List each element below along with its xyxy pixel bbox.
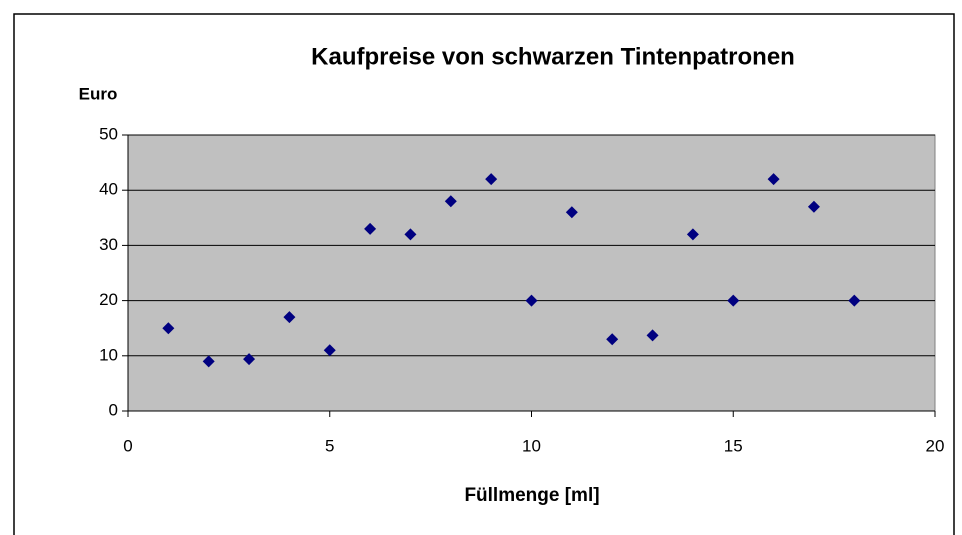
x-tick-label: 15	[724, 436, 743, 455]
point	[243, 353, 256, 366]
y-tick-label: 50	[99, 124, 118, 143]
x-tick-label: 20	[926, 436, 945, 455]
point	[686, 228, 699, 241]
point	[565, 206, 578, 219]
point	[646, 329, 659, 342]
point	[283, 311, 296, 324]
y-tick-label: 20	[99, 290, 118, 309]
point	[848, 294, 861, 307]
y-tick-label: 40	[99, 180, 118, 199]
y-tick-label: 10	[99, 345, 118, 364]
point	[767, 173, 780, 186]
point	[807, 200, 820, 213]
plot-area	[127, 134, 936, 412]
point	[404, 228, 417, 241]
point	[606, 333, 619, 346]
point	[323, 344, 336, 357]
y-tick-label: 30	[99, 235, 118, 254]
x-tick-label: 0	[123, 436, 132, 455]
y-tick-label: 0	[109, 400, 118, 419]
point	[444, 195, 457, 208]
point	[485, 173, 498, 186]
point	[364, 222, 377, 235]
x-tick-label: 10	[522, 436, 541, 455]
x-tick-label: 5	[325, 436, 334, 455]
point	[525, 294, 538, 307]
chart-title: Kaufpreise von schwarzen Tintenpatronen	[311, 43, 795, 70]
y-axis-title: Euro	[79, 84, 118, 103]
point	[162, 322, 175, 335]
point	[202, 355, 215, 368]
point	[727, 294, 740, 307]
x-axis-title: Füllmenge [ml]	[464, 485, 599, 506]
